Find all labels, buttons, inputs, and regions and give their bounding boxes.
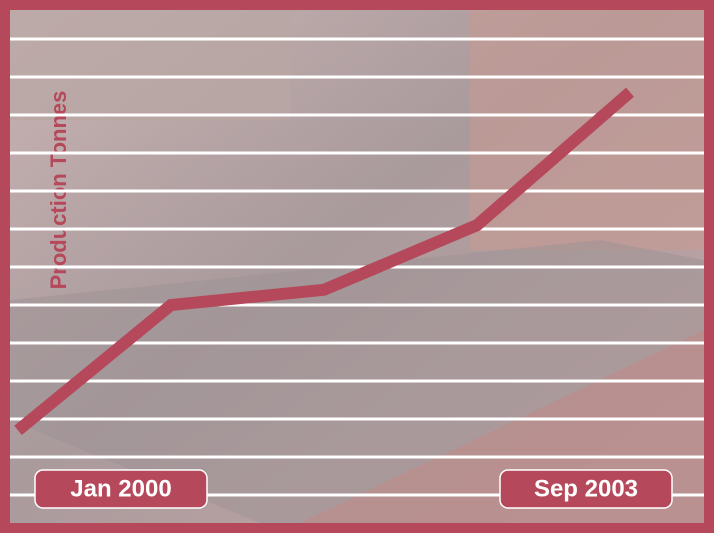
x-tick-label: Jan 2000 [70, 475, 171, 502]
photo-shape [10, 10, 290, 120]
data-line [14, 87, 634, 436]
x-label-box [34, 469, 208, 509]
x-label-box [499, 469, 673, 509]
x-tick-label: Sep 2003 [534, 475, 638, 502]
